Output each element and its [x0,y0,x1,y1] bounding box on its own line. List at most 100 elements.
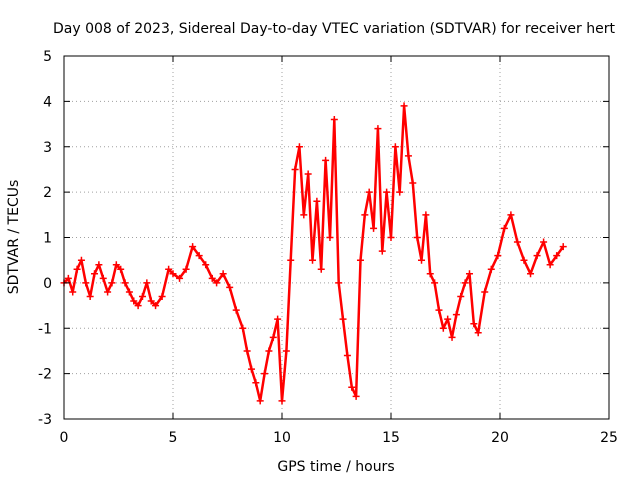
data-point [117,265,125,273]
data-point [356,256,364,264]
data-point [553,252,561,260]
data-point [213,279,221,287]
data-point [452,311,460,319]
data-point [73,265,81,273]
data-point [322,156,330,164]
data-point [282,347,290,355]
data-point [391,143,399,151]
data-point [448,333,456,341]
data-point [343,351,351,359]
data-point [439,324,447,332]
data-point [165,265,173,273]
data-point [513,238,521,246]
data-point [546,261,554,269]
data-point [361,211,369,219]
data-point [339,315,347,323]
data-point [82,279,90,287]
data-point [422,211,430,219]
data-point [274,315,282,323]
data-point [413,234,421,241]
data-point [77,256,85,264]
data-point [352,392,360,400]
data-point [176,274,184,282]
data-point [219,270,227,278]
data-point [500,224,508,232]
data-point [69,288,77,296]
data-point [182,265,190,273]
y-tick-label: 4 [43,94,52,110]
x-tick-label: 10 [273,430,291,446]
data-point [121,279,129,287]
data-point [143,279,151,287]
data-point [387,234,395,241]
data-point [431,279,439,287]
data-point [130,297,138,305]
series-layer [60,102,567,405]
x-axis: 0 5 10 15 20 25 [60,56,618,446]
y-tick-label: 2 [43,185,52,201]
data-point [317,265,325,273]
data-point [409,179,417,187]
data-point [370,224,378,232]
data-point [261,370,269,378]
x-axis-label: GPS time / hours [277,459,394,475]
data-point [239,324,247,332]
y-tick-label: 3 [43,140,52,156]
data-point [99,274,107,282]
data-point [540,238,548,246]
data-point [287,256,295,264]
data-point [202,261,210,269]
data-point [435,306,443,314]
data-point [104,288,112,296]
data-point [195,252,203,260]
data-point [365,188,373,196]
y-tick-label: -3 [38,412,52,428]
x-tick-label: 25 [600,430,618,446]
data-point [465,270,473,278]
data-point [400,102,408,110]
data-point [418,256,426,264]
x-tick-label: 20 [491,430,509,446]
y-tick-label: -1 [38,321,52,337]
data-point [291,165,299,173]
data-point [189,243,197,251]
data-point [208,274,216,282]
data-point [86,292,94,300]
data-point [330,116,338,124]
data-point [304,170,312,178]
data-point [64,274,72,282]
data-point [309,256,317,264]
data-point [125,288,133,296]
data-point [95,261,103,269]
data-point [278,397,286,405]
data-point [134,302,142,310]
data-point [232,306,240,314]
x-tick-label: 5 [169,430,178,446]
data-point [265,347,273,355]
x-tick-label: 15 [382,430,400,446]
chart-title: Day 008 of 2023, Sidereal Day-to-day VTE… [53,21,615,37]
data-point [520,256,528,264]
y-tick-label: 0 [43,276,52,292]
data-point [247,365,255,373]
data-point [527,270,535,278]
y-tick-label: 1 [43,231,52,247]
data-point [457,292,465,300]
data-point [158,292,166,300]
data-point [383,188,391,196]
y-tick-label: 5 [43,49,52,65]
data-point [269,333,277,341]
data-point [108,279,116,287]
data-point [374,125,382,133]
data-point [378,247,386,255]
data-point [91,270,99,278]
data-point [461,279,469,287]
data-point [243,347,251,355]
data-point [147,297,155,305]
data-point [426,270,434,278]
series-line [63,104,565,403]
data-point [300,211,308,219]
data-point [559,243,567,251]
data-point [252,379,260,387]
